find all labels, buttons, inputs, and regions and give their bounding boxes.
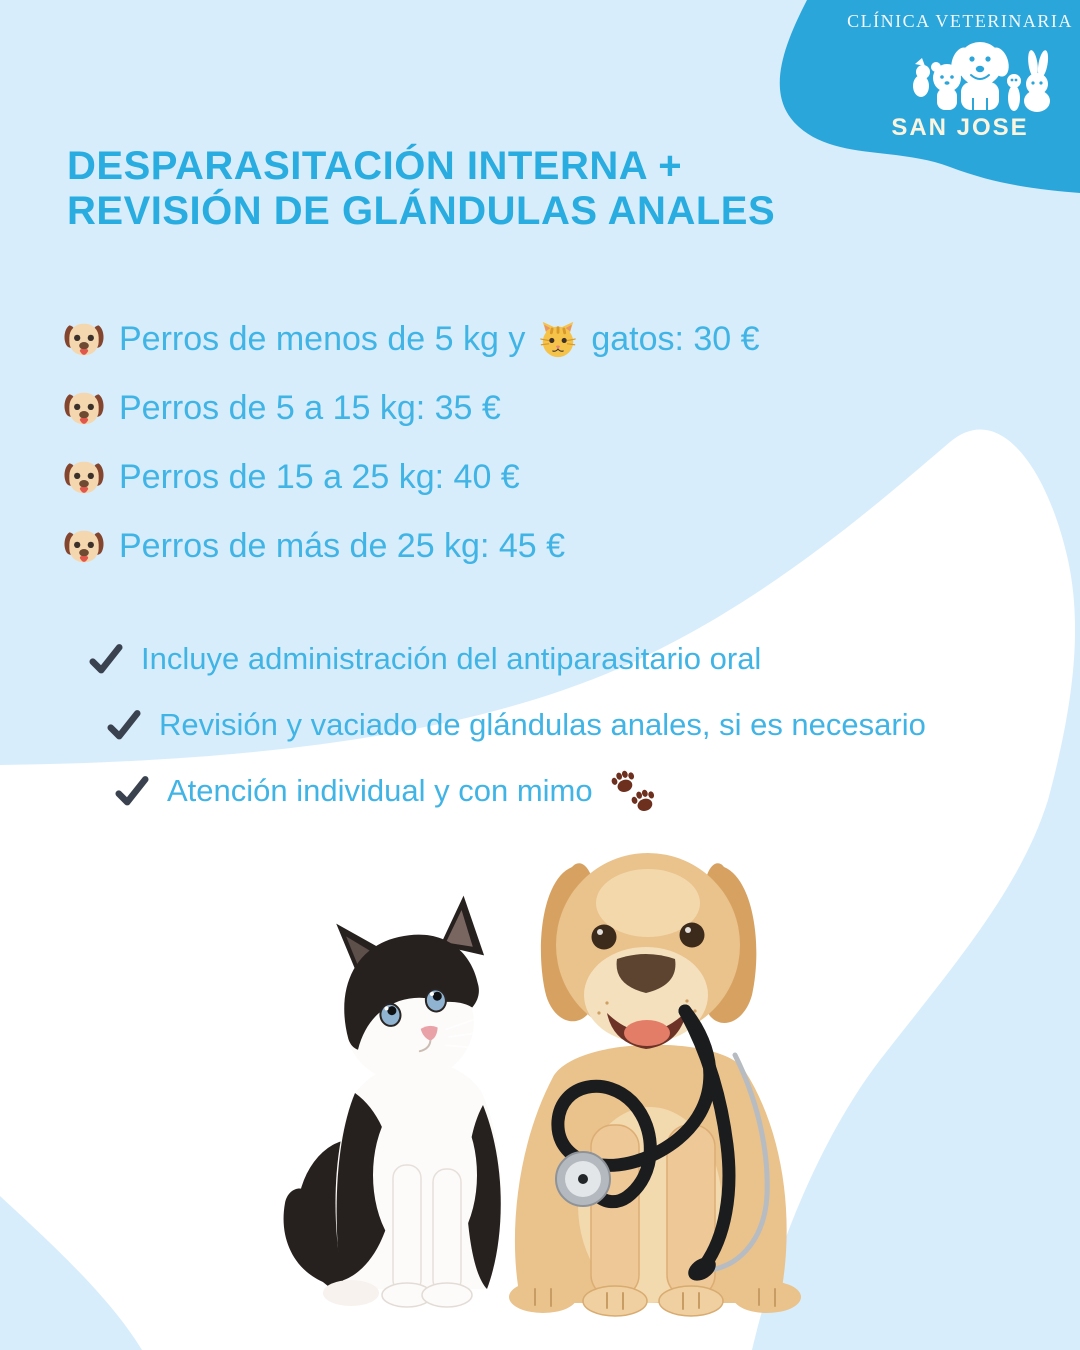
logo-bird-icon	[913, 58, 930, 97]
page-title-line1: DESPARASITACIÓN INTERNA +	[67, 144, 683, 188]
price-item-text: Perros de 15 a 25 kg: 40 €	[119, 458, 520, 496]
price-item-text: Perros de más de 25 kg: 45 €	[119, 527, 566, 565]
cat-face-emoji	[540, 321, 577, 357]
puppy-head	[540, 853, 757, 1049]
feature-item-text: Revisión y vaciado de glándulas anales, …	[159, 707, 926, 742]
price-item-small-dogs-cats: Perros de menos de 5 kg y gatos: 30 €	[62, 305, 760, 374]
logo-dog-icon	[951, 42, 1009, 110]
checkmark-icon	[89, 644, 123, 674]
page-title-line2: REVISIÓN DE GLÁNDULAS ANALES	[67, 189, 776, 233]
price-item-text: Perros de 5 a 15 kg: 35 €	[119, 389, 501, 427]
white-blob-shape	[0, 429, 1076, 1350]
pets-illustration	[283, 853, 801, 1317]
price-item-dogs-over-25: Perros de más de 25 kg: 45 €	[62, 512, 760, 581]
kitten-photo	[283, 895, 502, 1308]
price-item-dogs-15-25: Perros de 15 a 25 kg: 40 €	[62, 443, 760, 512]
stethoscope	[551, 1004, 770, 1281]
feature-item-text: Incluye administración del antiparasitar…	[141, 641, 762, 676]
clinic-type-label: CLÍNICA VETERINARIA	[847, 11, 1073, 31]
paw-prints-emoji	[611, 770, 654, 812]
price-item-text: Perros de menos de 5 kg y	[119, 320, 526, 358]
dog-face-emoji	[64, 530, 104, 562]
kitten-head	[336, 895, 490, 1083]
price-item-dogs-5-15: Perros de 5 a 15 kg: 35 €	[62, 374, 760, 443]
dog-face-emoji	[64, 323, 104, 355]
price-list: Perros de menos de 5 kg y gatos: 30 €	[62, 305, 760, 581]
page-title: DESPARASITACIÓN INTERNA + REVISIÓN DE GL…	[67, 144, 775, 234]
clinic-name-label: SAN JOSE	[891, 114, 1029, 141]
puppy-photo	[509, 853, 801, 1317]
feature-item-antiparasitic: Incluye administración del antiparasitar…	[88, 640, 926, 678]
checkmark-icon	[115, 776, 149, 806]
feature-list: Incluye administración del antiparasitar…	[88, 640, 926, 838]
feature-item-gland-check: Revisión y vaciado de glándulas anales, …	[106, 706, 926, 744]
feature-item-text: Atención individual y con mimo	[167, 773, 593, 808]
logo-meerkat-icon	[1007, 74, 1021, 111]
dog-face-emoji	[64, 461, 104, 493]
clinic-logo	[913, 42, 1050, 112]
dog-face-emoji	[64, 392, 104, 424]
price-item-text: gatos: 30 €	[591, 320, 760, 358]
checkmark-icon	[107, 710, 141, 740]
logo-rabbit-icon	[1024, 50, 1050, 112]
feature-item-individual-care: Atención individual y con mimo	[114, 770, 926, 812]
corner-blue-shape	[779, 0, 1080, 193]
